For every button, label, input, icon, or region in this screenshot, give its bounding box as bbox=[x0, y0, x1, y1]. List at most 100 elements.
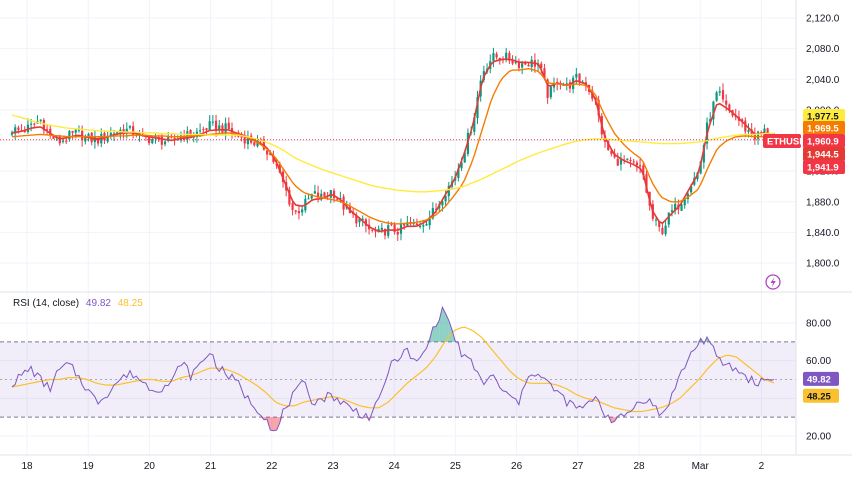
candle-body bbox=[269, 153, 272, 156]
candle[interactable] bbox=[208, 115, 211, 131]
candle[interactable] bbox=[508, 50, 511, 64]
candle[interactable] bbox=[65, 137, 68, 144]
candle[interactable] bbox=[262, 135, 265, 151]
candle-body bbox=[355, 214, 358, 224]
rsi-badge-text: 49.82 bbox=[807, 374, 831, 385]
candle[interactable] bbox=[93, 130, 96, 149]
candle-body bbox=[278, 163, 281, 173]
candle-body bbox=[52, 135, 55, 139]
candle[interactable] bbox=[202, 126, 205, 133]
candle[interactable] bbox=[406, 215, 409, 227]
candle[interactable] bbox=[619, 152, 623, 171]
candle-body bbox=[246, 136, 250, 145]
candle-body bbox=[68, 131, 71, 140]
candle[interactable] bbox=[313, 184, 316, 194]
candle[interactable] bbox=[667, 212, 670, 228]
candle[interactable] bbox=[642, 162, 645, 181]
candle[interactable] bbox=[49, 124, 52, 139]
candle-body bbox=[527, 64, 530, 67]
candle[interactable] bbox=[364, 217, 367, 233]
candle[interactable] bbox=[728, 103, 731, 114]
candle-body bbox=[253, 142, 256, 146]
price-badge-text: 1,960.9 bbox=[807, 137, 839, 148]
candle[interactable] bbox=[715, 91, 718, 102]
lightning-icon[interactable] bbox=[765, 274, 781, 290]
candle-body bbox=[674, 203, 677, 211]
candle[interactable] bbox=[374, 226, 377, 238]
candle-body bbox=[132, 126, 135, 135]
candle-body bbox=[301, 209, 304, 213]
candle-body bbox=[112, 133, 116, 135]
candle[interactable] bbox=[288, 186, 291, 207]
candle[interactable] bbox=[246, 130, 250, 150]
candle[interactable] bbox=[240, 132, 243, 142]
candle[interactable] bbox=[428, 210, 431, 230]
candle[interactable] bbox=[680, 203, 683, 211]
candle-body bbox=[498, 57, 501, 60]
candle-body bbox=[721, 90, 725, 100]
candle[interactable] bbox=[109, 127, 112, 140]
candle[interactable] bbox=[476, 90, 479, 124]
candle[interactable] bbox=[422, 219, 425, 233]
candle[interactable] bbox=[128, 125, 132, 130]
candle[interactable] bbox=[721, 83, 725, 103]
candle[interactable] bbox=[265, 150, 269, 161]
candle[interactable] bbox=[221, 122, 224, 135]
candle[interactable] bbox=[316, 185, 320, 203]
candle-body bbox=[30, 123, 33, 125]
candle-body bbox=[607, 141, 610, 150]
candle[interactable] bbox=[26, 118, 30, 134]
candle-body bbox=[167, 136, 170, 141]
candle[interactable] bbox=[224, 117, 227, 140]
candle[interactable] bbox=[71, 130, 74, 139]
candle[interactable] bbox=[447, 181, 450, 202]
candle[interactable] bbox=[42, 118, 45, 135]
candle[interactable] bbox=[565, 77, 568, 91]
rsi-tick-label: 60.00 bbox=[806, 356, 831, 367]
candle[interactable] bbox=[291, 200, 294, 216]
candle[interactable] bbox=[371, 229, 374, 233]
candle-body bbox=[725, 100, 728, 105]
candle[interactable] bbox=[664, 219, 667, 237]
candle[interactable] bbox=[33, 122, 36, 127]
candle[interactable] bbox=[10, 130, 14, 137]
candle[interactable] bbox=[549, 85, 552, 100]
candle[interactable] bbox=[756, 130, 760, 145]
candles[interactable] bbox=[10, 47, 776, 241]
candle[interactable] bbox=[297, 204, 301, 220]
candle[interactable] bbox=[218, 119, 221, 135]
candle[interactable] bbox=[626, 158, 629, 161]
candle[interactable] bbox=[294, 209, 297, 215]
candle[interactable] bbox=[147, 136, 151, 146]
candle[interactable] bbox=[211, 115, 214, 126]
candle-body bbox=[227, 122, 230, 129]
candle[interactable] bbox=[301, 206, 304, 216]
candle[interactable] bbox=[568, 79, 572, 93]
candle[interactable] bbox=[517, 58, 521, 72]
candle[interactable] bbox=[683, 198, 686, 209]
candle[interactable] bbox=[492, 47, 495, 68]
candle[interactable] bbox=[747, 123, 750, 138]
candle-body bbox=[61, 140, 65, 142]
candle[interactable] bbox=[505, 47, 508, 63]
candle[interactable] bbox=[151, 137, 154, 145]
candle[interactable] bbox=[629, 157, 632, 168]
candle[interactable] bbox=[638, 158, 642, 174]
candle[interactable] bbox=[323, 191, 326, 198]
candle-body bbox=[361, 218, 364, 221]
candle[interactable] bbox=[227, 117, 230, 131]
candle[interactable] bbox=[658, 220, 661, 232]
candle[interactable] bbox=[409, 216, 412, 226]
candle[interactable] bbox=[45, 124, 49, 135]
candle[interactable] bbox=[495, 51, 498, 60]
candle[interactable] bbox=[498, 57, 501, 65]
candle-body bbox=[380, 227, 383, 230]
candle[interactable] bbox=[661, 221, 664, 236]
candle[interactable] bbox=[616, 152, 619, 166]
candle[interactable] bbox=[718, 86, 721, 96]
candle[interactable] bbox=[457, 163, 460, 182]
candle[interactable] bbox=[674, 197, 677, 215]
candle[interactable] bbox=[243, 130, 246, 149]
